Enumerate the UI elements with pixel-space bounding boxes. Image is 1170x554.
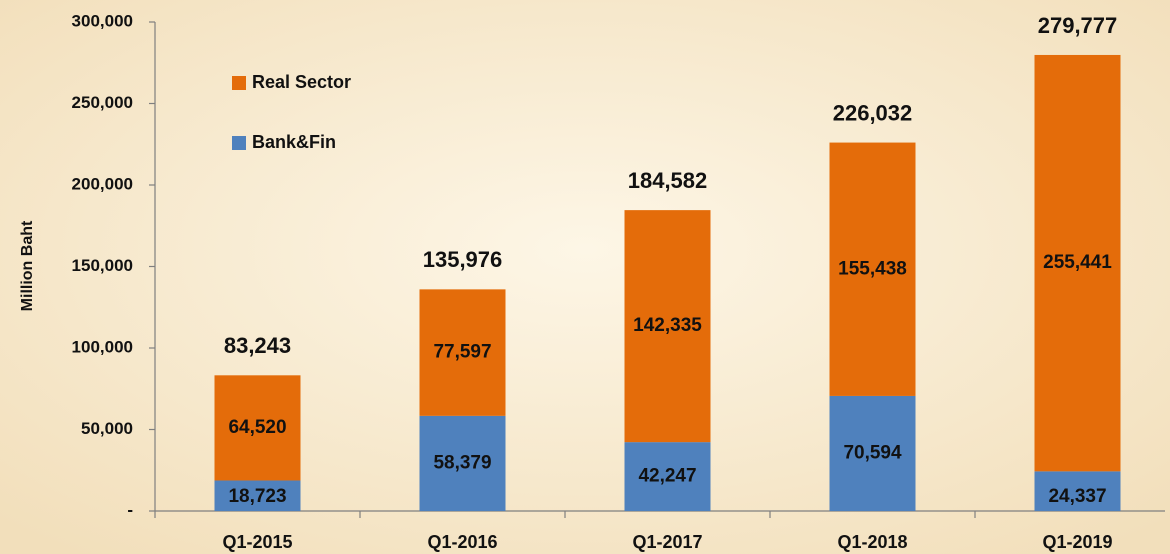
data-label: 155,438	[838, 258, 907, 279]
y-axis-label: Million Baht	[19, 220, 36, 311]
bar-segment	[624, 210, 711, 443]
y-tick-label: 150,000	[72, 256, 133, 275]
bar-segment	[829, 395, 916, 511]
bar-segment	[1034, 54, 1121, 472]
data-label: 70,594	[843, 442, 902, 463]
y-tick-label: 200,000	[72, 174, 133, 193]
y-tick-label: 250,000	[72, 93, 133, 112]
data-label: 77,597	[433, 342, 491, 363]
y-tick-label: 100,000	[72, 337, 133, 356]
legend-label: Bank&Fin	[252, 132, 336, 152]
bar-segment	[419, 415, 506, 511]
legend-label: Real Sector	[252, 72, 351, 92]
bar-segment	[214, 480, 301, 511]
total-label: 83,243	[224, 333, 291, 358]
bar-segment	[624, 442, 711, 511]
bar-segment	[829, 142, 916, 396]
data-label: 142,335	[633, 315, 702, 336]
x-tick-label: Q1-2018	[837, 532, 907, 552]
y-tick-label: 300,000	[72, 11, 133, 30]
total-label: 184,582	[628, 168, 708, 193]
data-label: 42,247	[638, 466, 696, 487]
data-label: 58,379	[433, 452, 491, 473]
data-label: 24,337	[1048, 486, 1106, 507]
legend-swatch	[232, 76, 246, 90]
total-label: 135,976	[423, 247, 503, 272]
x-tick-label: Q1-2017	[632, 532, 702, 552]
x-tick-label: Q1-2019	[1042, 532, 1112, 552]
data-label: 64,520	[228, 417, 286, 438]
x-tick-label: Q1-2016	[427, 532, 497, 552]
bar-segment	[419, 289, 506, 416]
x-tick-label: Q1-2015	[222, 532, 292, 552]
bar-segment	[214, 375, 301, 481]
bar-segment	[1034, 471, 1121, 511]
total-label: 279,777	[1038, 13, 1118, 38]
y-tick-label: 50,000	[81, 419, 133, 438]
data-label: 18,723	[228, 486, 286, 507]
y-tick-label: -	[127, 500, 133, 519]
total-label: 226,032	[833, 100, 913, 125]
data-label: 255,441	[1043, 252, 1112, 273]
legend-swatch	[232, 136, 246, 150]
